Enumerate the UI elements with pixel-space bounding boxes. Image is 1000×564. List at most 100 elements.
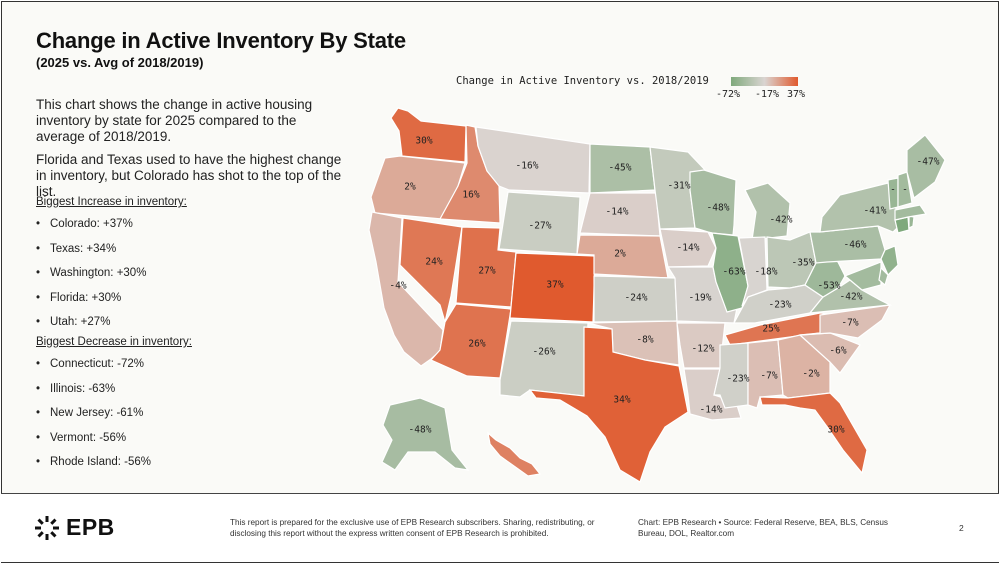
legend-max-label: 37%: [787, 89, 806, 100]
epb-logo-icon: [35, 515, 59, 540]
state-ma: [894, 204, 928, 221]
state-label-mt: -16%: [516, 161, 539, 172]
state-ia: [659, 228, 717, 268]
state-label-vt: -: [890, 185, 896, 196]
legend-min-label: -72%: [716, 89, 741, 100]
list-item: • Texas: +34%: [36, 243, 146, 268]
list-item: • Colorado: +37%: [36, 218, 146, 243]
decrease-list: • Connecticut: -72% • Illinois: -63% • New …: [36, 358, 151, 481]
bullet-icon: •: [36, 218, 41, 230]
bullet-icon: •: [36, 291, 41, 304]
page-number: 2: [959, 523, 964, 533]
state-label-wa: 30%: [415, 136, 432, 147]
state-label-mi: -42%: [770, 215, 793, 226]
state-label-oh: -35%: [792, 258, 815, 269]
source-text: Chart: EPB Research • Source: Federal Re…: [638, 518, 888, 538]
list-item-label: Texas: +34%: [50, 242, 117, 255]
state-label-al: -7%: [760, 371, 777, 382]
list-item-label: Vermont: -56%: [50, 431, 127, 444]
list-item-label: Rhode Island: -56%: [50, 456, 152, 468]
state-label-il: -63%: [723, 267, 746, 278]
list-item: • Washington: +30%: [36, 267, 146, 292]
list-item-label: Connecticut: -72%: [50, 358, 144, 370]
state-co: [509, 252, 596, 323]
state-fl: [759, 392, 868, 475]
state-label-pa: -46%: [844, 240, 867, 251]
increase-list-heading: Biggest Increase in inventory:: [36, 196, 187, 208]
state-label-id: 16%: [462, 190, 479, 201]
state-az: [430, 303, 512, 379]
state-label-wi: -48%: [707, 203, 730, 214]
legend-title: Change in Active Inventory vs. 2018/2019: [456, 75, 709, 87]
list-item: • New Jersey: -61%: [36, 407, 151, 432]
state-label-nh: -: [902, 185, 908, 196]
state-label-nm: -26%: [533, 347, 556, 358]
legend-color-scale: [731, 77, 798, 86]
state-label-or: 2%: [404, 182, 416, 193]
state-label-ut: 27%: [478, 266, 495, 277]
state-label-ky: -23%: [769, 300, 792, 311]
footer: [1, 493, 999, 562]
state-label-ok: -8%: [636, 335, 653, 346]
state-label-la: -14%: [700, 405, 723, 416]
list-item-label: Illinois: -63%: [50, 382, 116, 395]
state-label-ia: -14%: [677, 243, 700, 254]
state-label-ks: -24%: [625, 293, 648, 304]
state-label-fl: 30%: [827, 425, 844, 436]
list-item: • Connecticut: -72%: [36, 358, 151, 383]
state-label-va: -42%: [840, 292, 863, 303]
state-nj: [880, 245, 899, 277]
state-nm: [499, 320, 589, 398]
state-label-ne: 2%: [614, 249, 626, 260]
state-label-sd: -14%: [606, 207, 629, 218]
state-label-in: -18%: [755, 267, 778, 278]
state-label-tn: 25%: [762, 324, 779, 335]
state-label-ms: -23%: [727, 374, 750, 385]
page-title: Change in Active Inventory By State: [36, 28, 406, 53]
state-label-wy: -27%: [529, 221, 552, 232]
state-ca: [368, 211, 444, 367]
epb-logo: EPB: [34, 514, 115, 541]
state-label-tx: 34%: [613, 395, 630, 406]
list-item-label: New Jersey: -61%: [50, 407, 144, 419]
list-item: • Utah: +27%: [36, 316, 146, 341]
state-label-ak: -48%: [409, 425, 432, 436]
legend-mid-label: -17%: [755, 89, 780, 100]
list-item: • Vermont: -56%: [36, 432, 151, 457]
state-ut: [455, 226, 517, 308]
bullet-icon: •: [36, 431, 41, 444]
state-ne: [576, 234, 669, 279]
state-label-nd: -45%: [609, 163, 632, 174]
bullet-icon: •: [36, 382, 41, 395]
state-hi: [487, 431, 542, 477]
bullet-icon: •: [36, 456, 41, 468]
list-item-label: Colorado: +37%: [50, 218, 133, 230]
bullet-icon: •: [36, 358, 41, 370]
list-item-label: Florida: +30%: [50, 291, 122, 304]
state-de: [878, 266, 889, 287]
description-paragraph-2: Florida and Texas used to have the highe…: [36, 152, 342, 199]
increase-list: • Colorado: +37% • Texas: +34% • Washington…: [36, 218, 146, 341]
state-ny: [819, 182, 901, 233]
bullet-icon: •: [36, 316, 41, 328]
state-label-sc: -6%: [829, 346, 846, 357]
state-label-me: -47%: [917, 157, 940, 168]
us-choropleth-map: 30% 2% -4% 24% 16% -16% -27% 27% 26% 37% -26% -45% -…: [368, 107, 946, 483]
state-label-ga: -2%: [802, 369, 819, 380]
state-label-az: 26%: [468, 339, 485, 350]
state-label-mn: -31%: [668, 181, 691, 192]
state-label-ny: -41%: [864, 206, 887, 217]
state-me: [906, 134, 946, 200]
logo-text: EPB: [66, 514, 115, 540]
state-label-wv: -53%: [818, 281, 841, 292]
decrease-list-heading: Biggest Decrease in inventory:: [36, 336, 192, 348]
state-label-ar: -12%: [692, 344, 715, 355]
bullet-icon: •: [36, 267, 41, 279]
list-item: • Florida: +30%: [36, 292, 146, 317]
description-paragraph-1: This chart shows the change in active ho…: [36, 97, 313, 144]
state-label-nv: 24%: [425, 257, 442, 268]
state-md: [843, 261, 882, 291]
state-nc: [799, 304, 892, 339]
disclaimer-text: This report is prepared for the exclusiv…: [230, 518, 595, 538]
state-nh: [897, 171, 913, 208]
